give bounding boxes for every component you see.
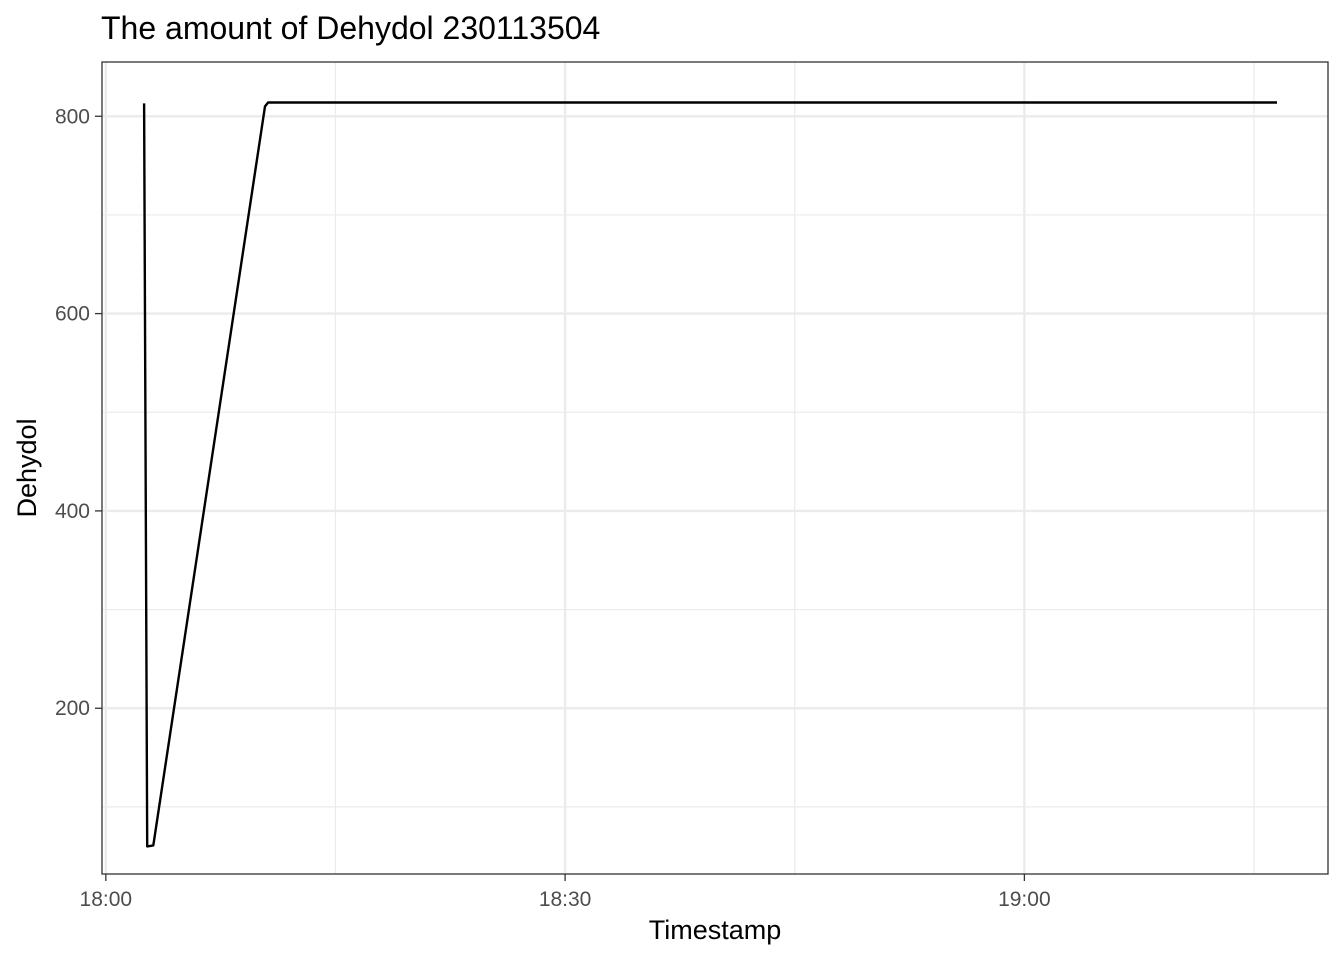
y-tick-label-2: 600: [55, 303, 90, 326]
y-tick-label-3: 800: [55, 105, 90, 128]
x-tick-label-0: 18:00: [80, 888, 133, 911]
x-tick-label-1: 18:30: [539, 888, 592, 911]
major-grid: [102, 62, 1328, 874]
minor-grid: [102, 62, 1328, 874]
y-tick-label-1: 400: [55, 500, 90, 523]
y-axis-title: Dehydol: [12, 418, 42, 517]
chart-title: The amount of Dehydol 230113504: [101, 10, 600, 46]
y-tick-label-0: 200: [55, 697, 90, 720]
x-axis-title: Timestamp: [649, 915, 782, 945]
series-line-0: [142, 101, 1277, 848]
x-axis: 18:00 18:30 19:00: [80, 874, 1051, 911]
plot-panel-border: [101, 61, 1329, 875]
y-axis: 200 400 600 800: [55, 105, 102, 720]
series-layer: [142, 101, 1277, 848]
x-tick-label-2: 19:00: [998, 888, 1051, 911]
